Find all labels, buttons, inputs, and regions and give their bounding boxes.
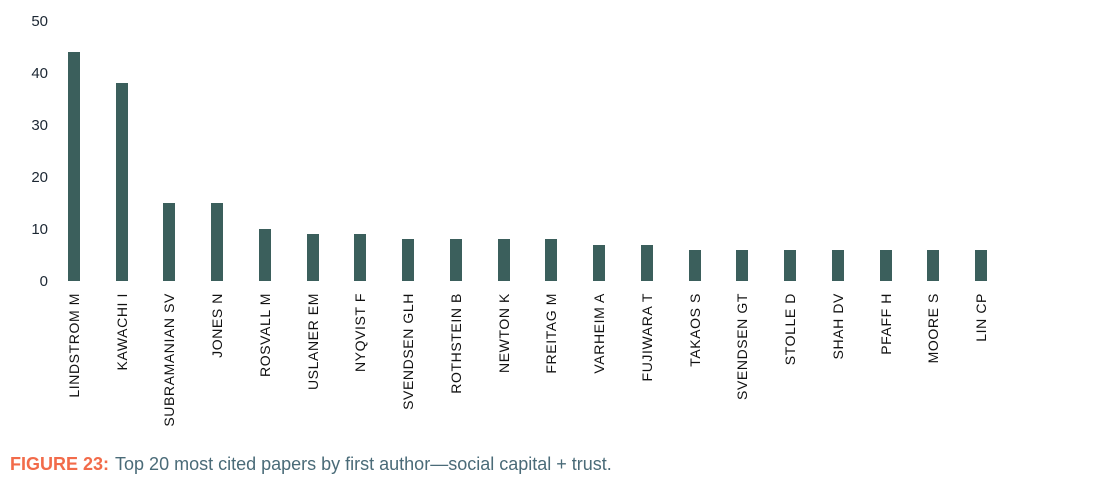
caption-label: FIGURE 23: [10,454,110,474]
x-tick-label: PFAFF H [877,293,894,355]
bar [163,203,176,281]
x-tick-label: LIN CP [973,293,990,342]
x-tick-label: ROTHSTEIN B [447,293,464,394]
bar [927,249,940,281]
x-tick-label: FUJIWARA T [638,293,655,382]
x-tick-label: JONES N [209,293,226,358]
bar [593,244,606,281]
x-tick-label: FREITAG M [543,293,560,374]
y-tick-label: 40 [31,65,48,82]
figure-caption: FIGURE 23: Top 20 most cited papers by fi… [10,452,612,476]
x-tick-label: VARHEIM A [591,293,608,374]
x-tick-label: SUBRAMANIAN SV [161,293,178,427]
caption-text: Top 20 most cited papers by first author… [115,454,612,474]
x-tick-label: STOLLE D [782,293,799,366]
y-tick-label: 0 [39,273,48,290]
bar [258,229,271,281]
x-tick-label: NYQVIST F [352,293,369,373]
bar [879,249,892,281]
bar [545,239,558,281]
bar [784,249,797,281]
x-tick-label: KAWACHI I [113,293,130,371]
bar [306,234,319,281]
bar-chart: 0 10 20 30 40 50 LINDSTROM M KAWACHI I SUBRAMANI… [31,13,990,427]
y-tick-label: 30 [31,117,48,134]
y-tick-label: 10 [31,221,48,238]
bar [688,249,701,281]
bar [975,249,988,281]
x-tick-label: LINDSTROM M [65,293,82,398]
bar [640,244,653,281]
x-tick-label: SVENDSEN GT [734,293,751,400]
bar [497,239,510,281]
x-tick-label: ROSVALL M [256,293,273,377]
bar [354,234,367,281]
x-tick-label: USLANER EM [304,293,321,391]
y-tick-label: 20 [31,169,48,186]
x-tick-label: NEWTON K [495,293,512,373]
y-tick-label: 50 [31,13,48,30]
x-tick-label: SVENDSEN GLH [400,293,417,410]
bar [67,52,80,281]
bar [831,249,844,281]
x-tick-label: TAKAOS S [686,293,703,367]
bar [736,249,749,281]
bar [115,83,128,281]
x-tick-label: SHAH DV [829,293,846,360]
bar [402,239,415,281]
x-tick-label: MOORE S [925,293,942,364]
bar [211,203,224,281]
bar [449,239,462,281]
